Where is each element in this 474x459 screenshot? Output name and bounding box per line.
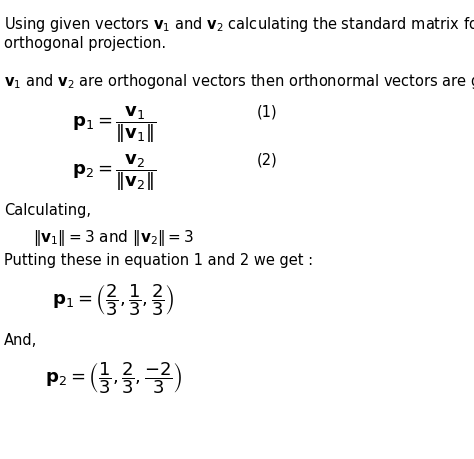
Text: $\mathbf{v}_1$ and $\mathbf{v}_2$ are orthogonal vectors then orthonormal vector: $\mathbf{v}_1$ and $\mathbf{v}_2$ are or… — [4, 72, 474, 91]
Text: $\mathbf{p}_2 = \left(\dfrac{1}{3}, \dfrac{2}{3}, \dfrac{-2}{3}\right)$: $\mathbf{p}_2 = \left(\dfrac{1}{3}, \dfr… — [45, 359, 182, 395]
Text: And,: And, — [4, 332, 37, 347]
Text: (1): (1) — [257, 104, 278, 119]
Text: (2): (2) — [257, 152, 278, 167]
Text: Putting these in equation 1 and 2 we get :: Putting these in equation 1 and 2 we get… — [4, 252, 313, 267]
Text: $\mathbf{p}_1 = \left(\dfrac{2}{3}, \dfrac{1}{3}, \dfrac{2}{3}\right)$: $\mathbf{p}_1 = \left(\dfrac{2}{3}, \dfr… — [53, 282, 175, 318]
Text: $\|\mathbf{v}_1\| = 3$ and $\|\mathbf{v}_2\| = 3$: $\|\mathbf{v}_1\| = 3$ and $\|\mathbf{v}… — [33, 227, 194, 247]
Text: Using given vectors $\mathbf{v}_1$ and $\mathbf{v}_2$ calculating the standard m: Using given vectors $\mathbf{v}_1$ and $… — [4, 15, 474, 34]
Text: $\mathbf{p}_2 = \dfrac{\mathbf{v}_2}{\|\mathbf{v}_2\|}$: $\mathbf{p}_2 = \dfrac{\mathbf{v}_2}{\|\… — [72, 152, 156, 192]
Text: Calculating,: Calculating, — [4, 202, 91, 217]
Text: orthogonal projection.: orthogonal projection. — [4, 36, 166, 50]
Text: $\mathbf{p}_1 = \dfrac{\mathbf{v}_1}{\|\mathbf{v}_1\|}$: $\mathbf{p}_1 = \dfrac{\mathbf{v}_1}{\|\… — [72, 104, 156, 145]
